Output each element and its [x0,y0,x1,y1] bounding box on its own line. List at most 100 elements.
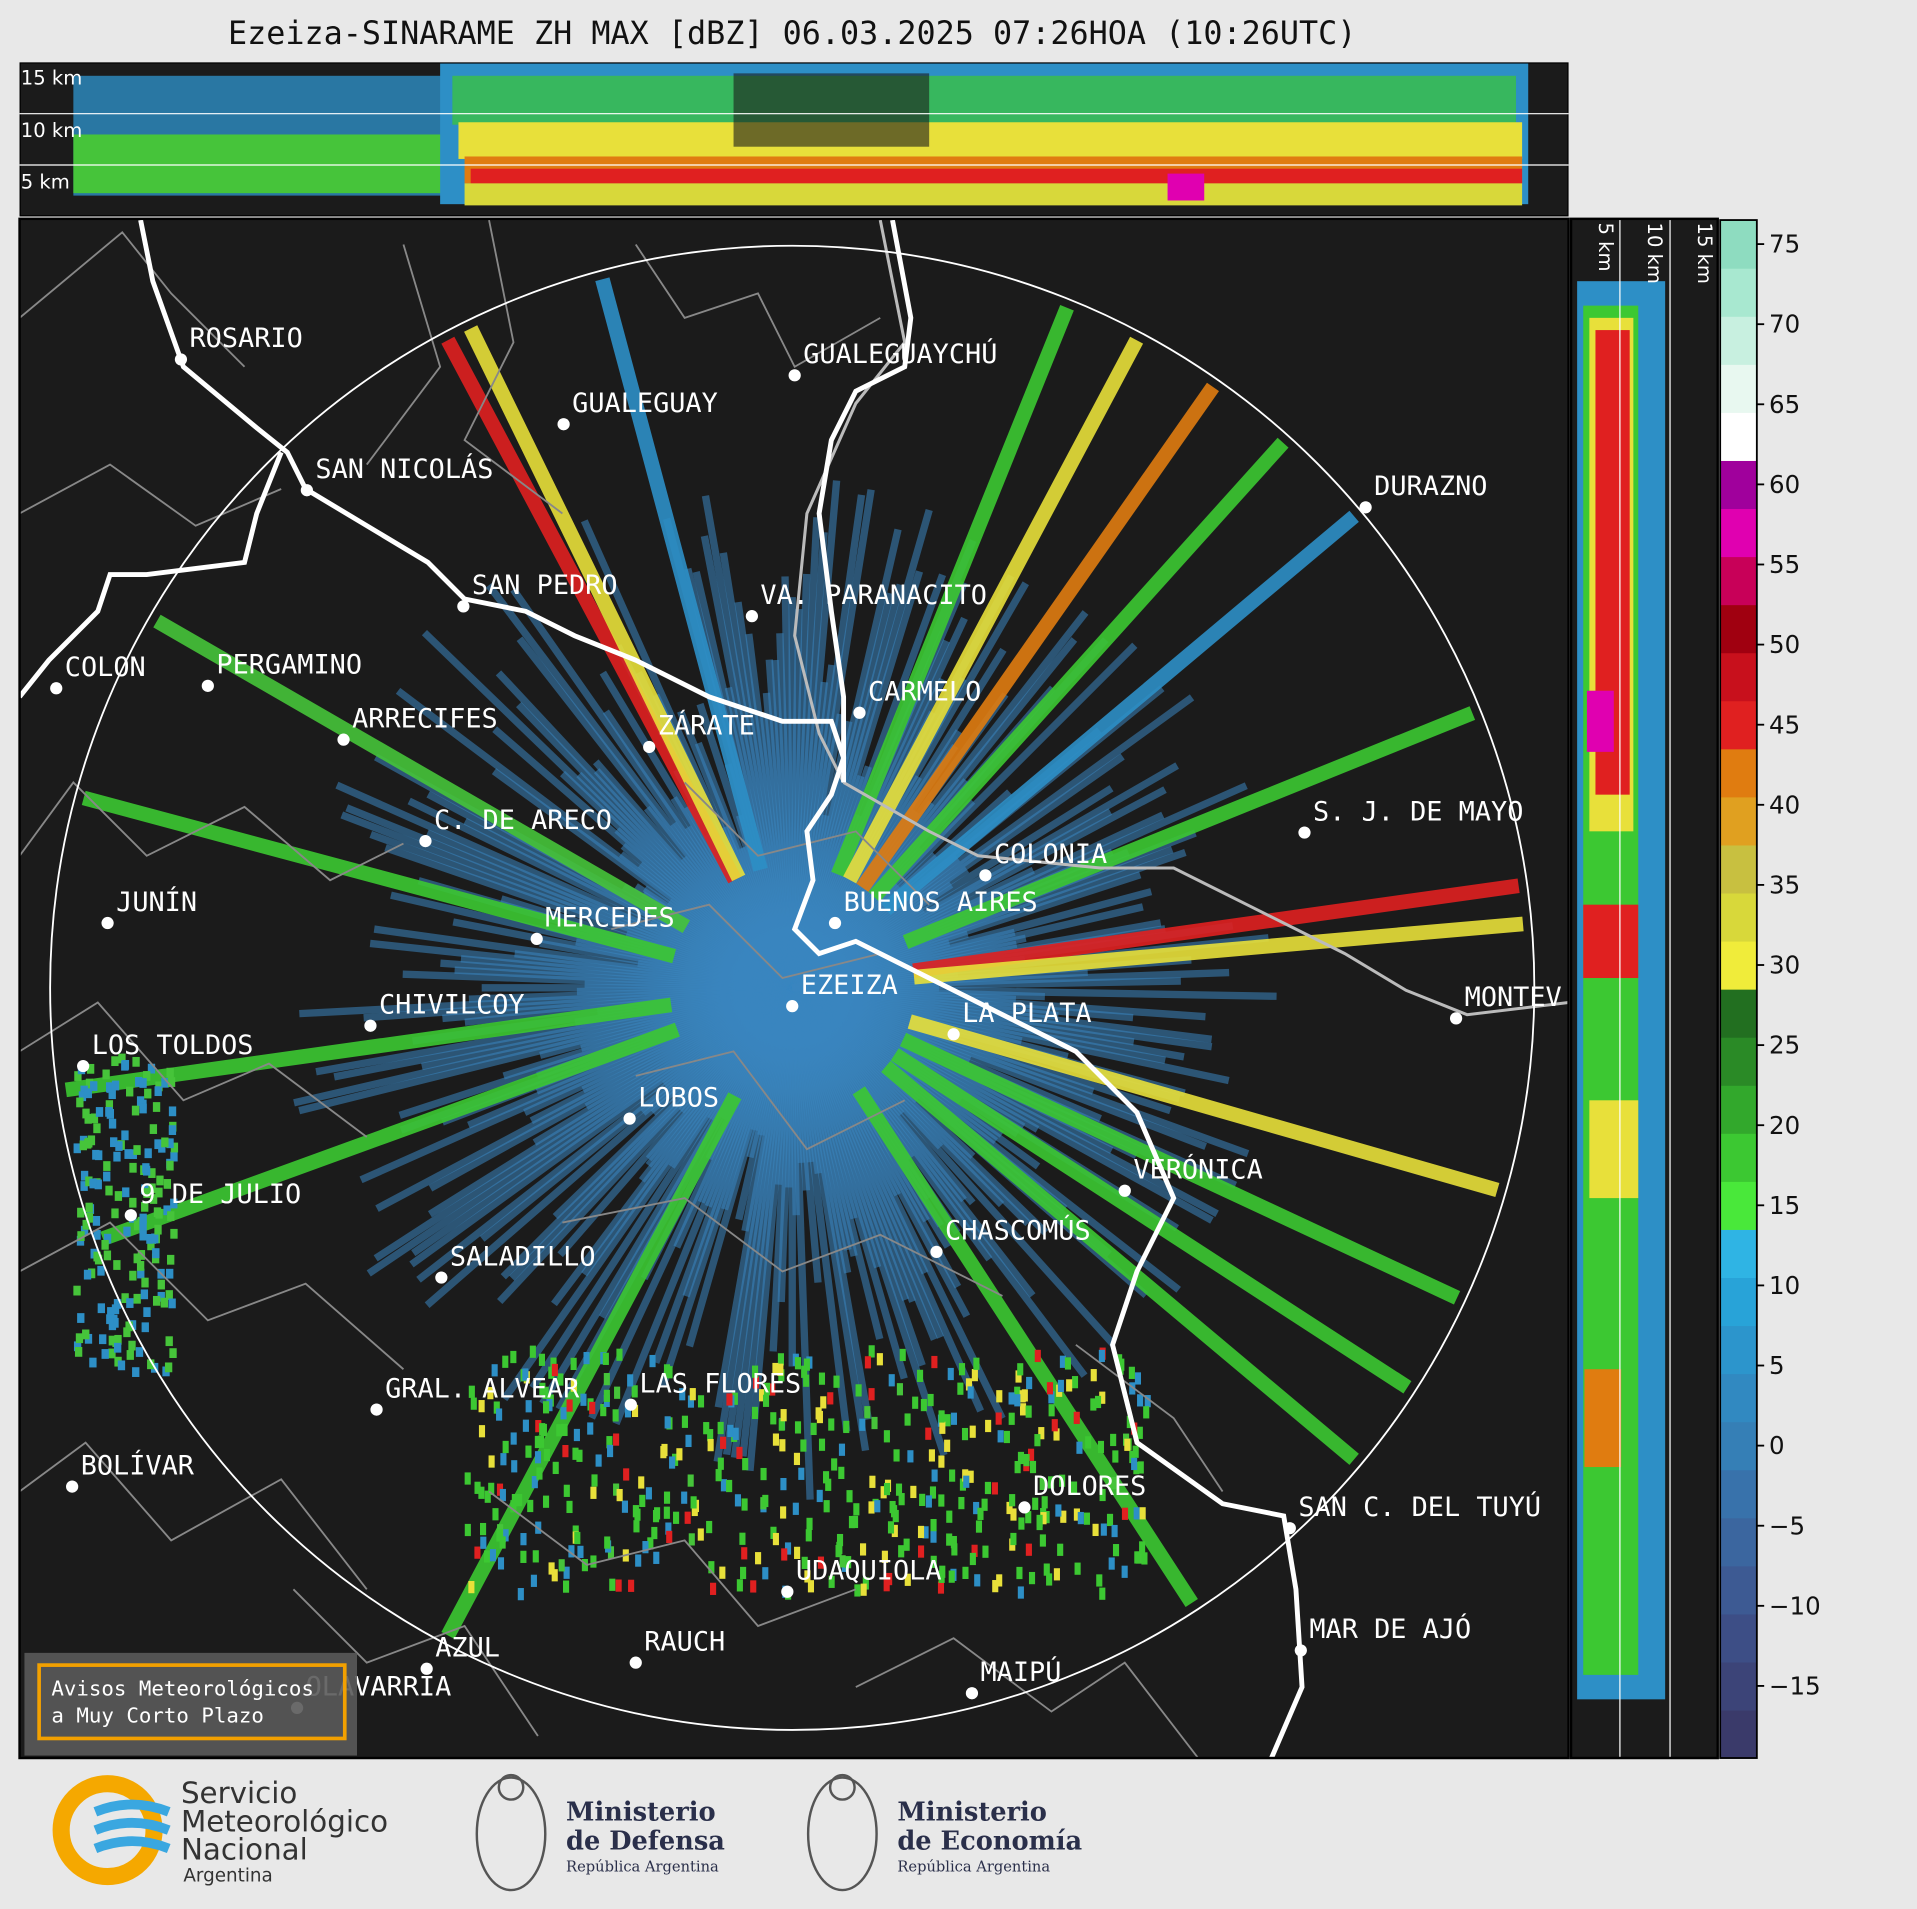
echo [497,1557,505,1570]
echo [896,1383,903,1396]
echo [496,1408,503,1421]
colorbar-band [1720,1421,1757,1471]
echo [170,1151,178,1162]
echo [1029,1460,1037,1474]
logo-text: Argentina [183,1865,272,1886]
echo [899,1032,1461,1305]
echo [876,1353,883,1366]
echo [1040,1512,1047,1525]
echo [726,1393,733,1406]
echo [949,1469,956,1482]
echo [820,1396,827,1409]
notice-text: a Muy Corto Plazo [51,1704,264,1728]
echo [1137,1394,1144,1407]
echo [792,977,1181,992]
echo [147,1359,155,1370]
echo [751,1365,759,1378]
city-label: LOBOS [638,1082,719,1113]
echo [570,1357,577,1371]
echo [1041,1496,1048,1509]
city-dot [370,1403,383,1416]
city-label: EZEIZA [801,970,898,1001]
echo [94,1254,103,1265]
echo [839,1555,846,1568]
echo [113,1299,122,1309]
city-dot [1359,501,1372,514]
echo [82,1329,90,1340]
echo [589,1401,596,1415]
echo [649,1354,656,1368]
echo [1139,1507,1146,1520]
echo [1023,1453,1030,1467]
echo [631,1385,638,1398]
echo [574,1531,581,1545]
echo [803,1358,810,1371]
echo [97,1303,105,1314]
echo [1111,1524,1118,1538]
echo [852,1515,859,1529]
echo [996,1574,1003,1587]
colorbar-tick-label: 15 [1769,1191,1800,1220]
echo [982,1545,989,1558]
echo [1015,1370,1022,1383]
echo [883,1579,890,1592]
colorbar-tick-label: 5 [1769,1351,1785,1380]
echo [1083,1512,1090,1525]
echo [1131,1457,1138,1471]
smn-logo: Servicio Meteorológico Nacional Argentin… [52,1775,388,1886]
echo [893,1449,900,1462]
echo [126,1298,134,1308]
colorbar-band [1720,316,1757,365]
echo [800,1439,807,1452]
logo-text: Ministerio [566,1797,716,1827]
echo [132,1367,140,1377]
echo [615,1579,622,1592]
echo [663,1506,670,1519]
echo [122,1187,130,1198]
echo [681,1491,688,1504]
echo [478,1425,486,1438]
echo [568,1545,575,1558]
echo [777,1363,784,1376]
echo [97,1265,105,1276]
city-dot [174,353,188,366]
city-dot [337,733,350,746]
height-label: 15 km [21,66,82,89]
echo [563,1566,570,1579]
city-label: MERCEDES [545,903,674,934]
echo [149,1194,158,1204]
echo [720,1436,727,1449]
colorbar-band [1720,508,1757,558]
city-dot [201,679,214,692]
echo [647,1537,654,1550]
echo [864,1356,871,1369]
echo [102,1069,110,1080]
echo [673,1511,680,1524]
echo [616,1348,623,1361]
city-dot [435,1271,448,1284]
echo [1097,1440,1105,1454]
city-label: C. DE ARECO [434,805,612,836]
echo [621,1500,628,1513]
echo [543,1448,550,1462]
colorbar-band [1720,1469,1757,1519]
echo [855,1384,862,1397]
echo [517,1588,524,1601]
echo [717,1421,724,1435]
echo [167,1254,175,1265]
echo [487,1387,494,1400]
echo [938,1494,945,1507]
echo [74,1071,82,1081]
echo [583,1351,590,1365]
city-dot [420,1662,433,1675]
echo [838,1466,845,1479]
city-label: LA PLATA [962,998,1091,1029]
echo [146,1233,154,1244]
city-dot [300,484,313,497]
echo [111,1208,119,1219]
city-label: DOLORES [1033,1471,1146,1502]
city-dot [1118,1184,1131,1197]
echo [1074,1562,1081,1575]
echo [464,1472,471,1485]
echo [129,1270,137,1281]
